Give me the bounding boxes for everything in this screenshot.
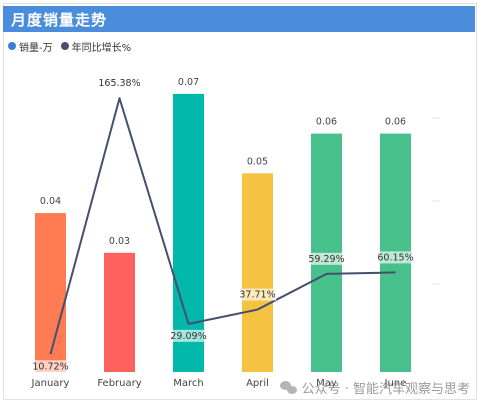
line-value-label: 165.38% — [98, 78, 140, 89]
legend-marker-yoy — [60, 42, 69, 50]
bar-april — [242, 173, 273, 372]
line-value-label: 29.09% — [170, 331, 206, 342]
legend-item-yoy[interactable]: 年同比增长% — [60, 39, 132, 54]
chart-legend: 销量-万 年同比增长% — [8, 39, 139, 54]
x-axis-tick-label: May — [316, 378, 337, 389]
x-axis-tick-label: June — [384, 378, 407, 389]
bar-value-label: 0.06 — [316, 117, 337, 128]
wechat-icon — [279, 380, 298, 395]
line-value-label: 10.72% — [32, 361, 68, 372]
bar-may — [311, 133, 342, 372]
x-axis-tick-label: February — [97, 378, 141, 389]
line-label-bg — [31, 360, 70, 373]
line-label-bg — [307, 252, 346, 265]
chart-title: 月度销量走势 — [11, 11, 108, 29]
legend-label-yoy: 年同比增长% — [71, 42, 132, 54]
line-label-bg — [169, 329, 208, 342]
x-axis-tick-label: January — [31, 378, 70, 389]
line-value-label: 37.71% — [239, 290, 275, 301]
x-axis-tick-label: April — [246, 378, 269, 389]
bar-february — [104, 252, 135, 372]
bar-value-label: 0.07 — [178, 77, 199, 88]
bar-january — [35, 213, 66, 372]
bar-value-label: 0.03 — [109, 236, 130, 247]
bar-value-label: 0.04 — [40, 196, 61, 207]
legend-label-sales: 销量-万 — [19, 42, 53, 54]
bar-march — [173, 93, 204, 372]
line-value-label: 60.15% — [377, 252, 413, 263]
bar-value-label: 0.05 — [247, 156, 268, 167]
yoy-line — [49, 97, 396, 355]
title-bar: 月度销量走势 — [3, 6, 475, 32]
line-label-bg — [376, 251, 415, 264]
legend-item-sales[interactable]: 销量-万 — [8, 39, 53, 54]
x-axis-tick-label: March — [173, 378, 203, 389]
legend-marker-sales — [8, 42, 16, 50]
watermark-text: 公众号 · 智能汽车观察与思考 — [301, 382, 470, 397]
line-value-label: 59.29% — [308, 254, 344, 265]
line-label-bg — [238, 288, 277, 301]
watermark: 公众号 · 智能汽车观察与思考 — [279, 378, 470, 397]
bar-value-label: 0.06 — [385, 117, 406, 128]
